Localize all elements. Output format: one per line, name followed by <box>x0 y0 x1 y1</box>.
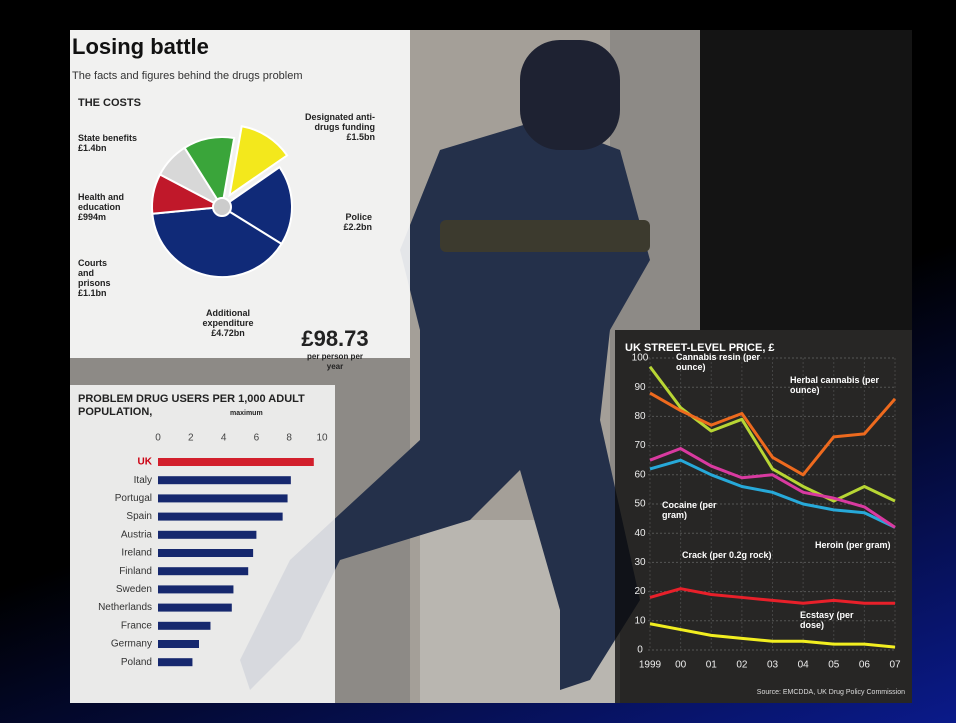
x-tick-label: 10 <box>316 433 328 444</box>
pie-slice <box>228 125 289 198</box>
pie-label: Designated anti-drugs funding <box>304 112 375 132</box>
series-label: Cocaine (per gram) <box>662 500 717 520</box>
bar-subtitle: maximum <box>230 410 263 417</box>
bar <box>158 458 314 466</box>
pie-value-label: £1.4bn <box>78 143 107 153</box>
pie-label: Police <box>345 212 372 222</box>
photo-officer <box>240 120 650 690</box>
bar <box>158 621 211 630</box>
pie-label: Courts and prisons <box>78 258 111 288</box>
y-tick-label: Ireland <box>121 548 152 559</box>
y-tick-label: 10 <box>634 615 646 626</box>
x-tick-label: 06 <box>859 660 871 671</box>
y-tick-label: France <box>121 620 153 631</box>
x-tick-label: 07 <box>889 660 901 671</box>
y-tick-label: Austria <box>121 529 153 540</box>
y-tick-label: Portugal <box>115 493 152 504</box>
bar <box>158 640 199 648</box>
bar <box>158 585 234 594</box>
bar <box>158 476 291 485</box>
y-tick-label: Poland <box>121 657 152 668</box>
pie-value-label: £1.1bn <box>78 288 107 298</box>
y-tick-label: Netherlands <box>98 602 152 613</box>
series-label: Heroin (per gram) <box>815 540 891 550</box>
line-series <box>649 587 895 605</box>
series-label: Crack (per 0.2g rock) <box>682 550 772 560</box>
y-tick-label: 100 <box>632 353 649 364</box>
pie-slice <box>183 136 236 210</box>
pie-value-label: £994m <box>78 212 107 222</box>
y-tick-label: Spain <box>126 511 152 522</box>
y-tick-label: 80 <box>634 411 646 422</box>
y-tick-label: Italy <box>134 475 152 486</box>
x-tick-label: 4 <box>221 433 227 444</box>
x-tick-label: 0 <box>155 433 161 444</box>
x-tick-label: 02 <box>736 660 748 671</box>
y-tick-label: 60 <box>634 469 646 480</box>
pie-title: THE COSTS <box>78 97 141 109</box>
source: Source: EMCDDA, UK Drug Policy Commissio… <box>757 689 905 696</box>
y-tick-label: 40 <box>634 528 646 539</box>
pie-value-label: £4.72bn <box>211 328 245 338</box>
y-tick-label: 50 <box>634 499 646 510</box>
x-tick-label: 8 <box>286 433 292 444</box>
subtitle: The facts and figures behind the drugs p… <box>72 70 303 82</box>
pie-label: Health and education <box>78 192 125 212</box>
x-tick-label: 1999 <box>639 660 662 671</box>
bar <box>158 658 193 667</box>
series-label: Herbal cannabis (per ounce) <box>790 375 880 395</box>
x-tick-label: 05 <box>828 660 840 671</box>
bar-title: PROBLEM DRUG USERS PER 1,000 ADULT POPUL… <box>78 393 305 418</box>
x-tick-label: 2 <box>188 433 194 444</box>
photo-door <box>700 30 912 330</box>
y-tick-label: 30 <box>634 557 646 568</box>
pie-slice <box>220 165 293 246</box>
series-label: Cannabis resin (per ounce) <box>676 352 761 372</box>
line-series <box>649 622 896 649</box>
y-tick-label: Finland <box>119 566 152 577</box>
y-tick-label: 70 <box>634 440 646 451</box>
annotation-note: per person per year <box>306 352 363 371</box>
bar <box>158 567 249 576</box>
series-label: Ecstasy (per dose) <box>800 610 854 630</box>
pie-label: State benefits <box>78 133 138 143</box>
bar <box>158 530 257 539</box>
bar <box>158 549 254 557</box>
bar <box>158 494 288 503</box>
x-tick-label: 01 <box>706 660 718 671</box>
line-title: UK STREET-LEVEL PRICE, £ <box>625 342 775 354</box>
photo-helmet <box>520 40 620 150</box>
y-tick-label: 20 <box>634 586 646 597</box>
y-tick-label: 90 <box>634 382 646 393</box>
users-panel <box>70 385 335 703</box>
x-tick-label: 6 <box>254 433 260 444</box>
pie-value-label: £2.2bn <box>343 222 372 232</box>
x-tick-label: 00 <box>675 660 687 671</box>
pie-slice <box>151 205 283 278</box>
title: Losing battle <box>72 34 209 59</box>
x-tick-label: 03 <box>767 660 779 671</box>
bar <box>158 512 283 521</box>
photo-ram <box>440 220 650 252</box>
bar <box>158 603 232 612</box>
pie-label: Additional expenditure <box>202 308 254 328</box>
line-series <box>649 447 896 529</box>
line-series <box>649 391 897 477</box>
line-series <box>649 458 896 529</box>
y-tick-label: Germany <box>111 639 152 650</box>
annotation: £98.73 <box>301 326 369 351</box>
y-tick-label: UK <box>138 457 153 468</box>
y-tick-label: Sweden <box>116 584 152 595</box>
y-tick-label: 0 <box>637 645 643 656</box>
pie-value-label: £1.5bn <box>346 132 375 142</box>
x-tick-label: 04 <box>798 660 810 671</box>
pie-hub <box>212 197 232 217</box>
